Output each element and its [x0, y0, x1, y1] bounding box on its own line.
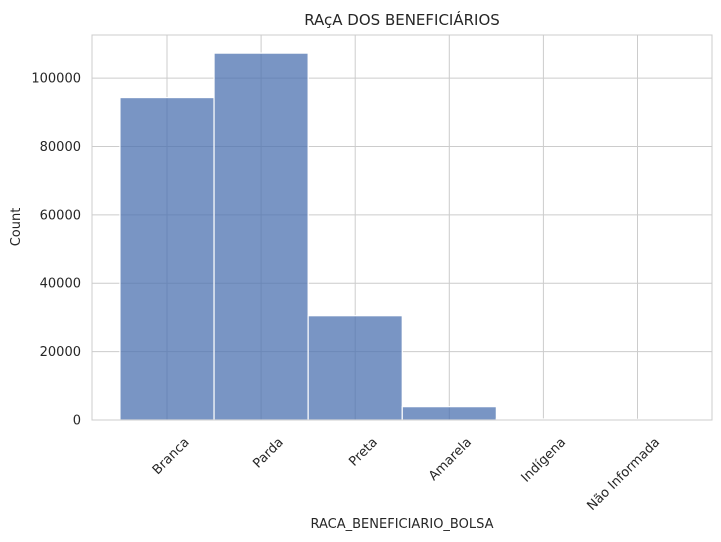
chart-title: RAçA DOS BENEFICIÁRIOS	[304, 10, 500, 29]
bar-parda	[213, 52, 309, 421]
x-axis-label: RACA_BENEFICIARIO_BOLSA	[311, 517, 494, 532]
y-tick-label: 80000	[40, 140, 81, 155]
y-tick-labels: 0 20000 40000 60000 80000 100000	[31, 72, 81, 429]
y-tick-label: 0	[73, 414, 81, 429]
bar-preta	[307, 315, 403, 421]
bar-amarela	[401, 406, 497, 421]
y-tick-label: 20000	[40, 345, 81, 360]
y-tick-label: 40000	[40, 277, 81, 292]
bar-branca	[119, 96, 215, 421]
plot-frame	[91, 34, 713, 421]
y-tick-label: 60000	[40, 208, 81, 223]
y-axis-label: Count	[9, 208, 24, 247]
bars-group	[119, 52, 686, 421]
y-tick-label: 100000	[31, 72, 81, 87]
